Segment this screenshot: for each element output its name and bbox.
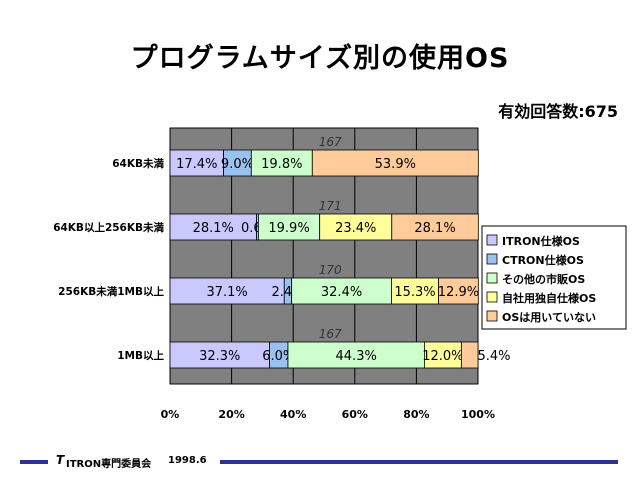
legend-swatch bbox=[486, 310, 498, 322]
data-label: 32.3% bbox=[199, 349, 240, 364]
data-label: 9.0% bbox=[221, 157, 254, 172]
legend-label: OSは用いていない bbox=[502, 311, 596, 324]
data-label: 23.4% bbox=[335, 221, 376, 236]
category-label: 64KB未満 bbox=[112, 157, 164, 170]
x-tick-label: 0% bbox=[161, 408, 180, 421]
footer-date: 1998.6 bbox=[168, 455, 207, 466]
bar-segment bbox=[460, 341, 479, 369]
data-label: 28.1% bbox=[414, 221, 455, 236]
footer-organization: ITRON専門委員会 bbox=[66, 459, 152, 470]
data-label: 6.0% bbox=[262, 349, 295, 364]
footer-rule-right bbox=[220, 460, 618, 464]
total-label: 167 bbox=[319, 135, 342, 149]
category-label: 64KB以上256KB未満 bbox=[53, 221, 164, 234]
bar-segment bbox=[250, 149, 313, 177]
bar-segment bbox=[169, 277, 285, 305]
response-count: 有効回答数:675 bbox=[498, 102, 618, 121]
chart-title: プログラムサイズ別の使用OS bbox=[130, 43, 510, 74]
data-label: 5.4% bbox=[477, 349, 510, 364]
footer-rule-left bbox=[20, 460, 48, 464]
legend-swatch bbox=[486, 253, 498, 265]
legend-label: その他の市販OS bbox=[502, 272, 585, 286]
data-label: 44.3% bbox=[336, 349, 377, 364]
total-label: 167 bbox=[319, 327, 342, 341]
bar-segment bbox=[223, 149, 252, 177]
bar-segment bbox=[311, 149, 479, 177]
legend-label: CTRON仕様OS bbox=[502, 253, 584, 267]
x-tick-label: 60% bbox=[342, 408, 368, 421]
bar-segment bbox=[291, 277, 392, 305]
data-label: 19.9% bbox=[268, 221, 309, 236]
category-label: 256KB未満1MB以上 bbox=[58, 285, 164, 298]
data-label: 12.0% bbox=[422, 349, 463, 364]
category-label: 1MB以上 bbox=[117, 349, 164, 362]
bar-segment bbox=[257, 213, 321, 241]
total-label: 171 bbox=[319, 199, 342, 213]
bar-segment bbox=[424, 341, 462, 369]
data-label: 19.8% bbox=[261, 157, 302, 172]
data-label: 28.1% bbox=[193, 221, 234, 236]
data-label: 53.9% bbox=[375, 157, 416, 172]
footer: T ITRON専門委員会 1998.6 bbox=[20, 452, 620, 472]
bar-segment bbox=[169, 341, 270, 369]
bar-segment bbox=[391, 213, 479, 241]
bar-segment bbox=[391, 277, 439, 305]
legend-box bbox=[481, 225, 627, 330]
bar-segment bbox=[169, 213, 257, 241]
legend-swatch bbox=[486, 291, 498, 303]
data-label: 15.3% bbox=[394, 285, 435, 300]
legend: ITRON仕様OS CTRON仕様OS その他の市販OS 自社用独自仕様OS OSは用い… bbox=[481, 225, 627, 330]
data-label: 37.1% bbox=[206, 285, 247, 300]
x-tick-label: 40% bbox=[280, 408, 306, 421]
data-label: 12.9% bbox=[438, 285, 479, 300]
x-tick-label: 20% bbox=[218, 408, 244, 421]
total-label: 170 bbox=[319, 263, 342, 277]
legend-swatch bbox=[486, 234, 498, 246]
legend-swatch bbox=[486, 272, 498, 284]
x-tick-label: 80% bbox=[403, 408, 429, 421]
legend-label: ITRON仕様OS bbox=[502, 234, 580, 248]
x-tick-label: 100% bbox=[461, 408, 495, 421]
legend-label: 自社用独自仕様OS bbox=[502, 291, 596, 305]
data-label: 32.4% bbox=[321, 285, 362, 300]
logo-icon: T bbox=[56, 453, 65, 467]
stacked-bar-chart: 0% 20% 40% 60% 80% 100% 17.4% 9.0% 19.8% 53.9% 167… bbox=[53, 127, 627, 421]
data-label: 17.4% bbox=[176, 157, 217, 172]
bar-segment bbox=[438, 277, 479, 305]
